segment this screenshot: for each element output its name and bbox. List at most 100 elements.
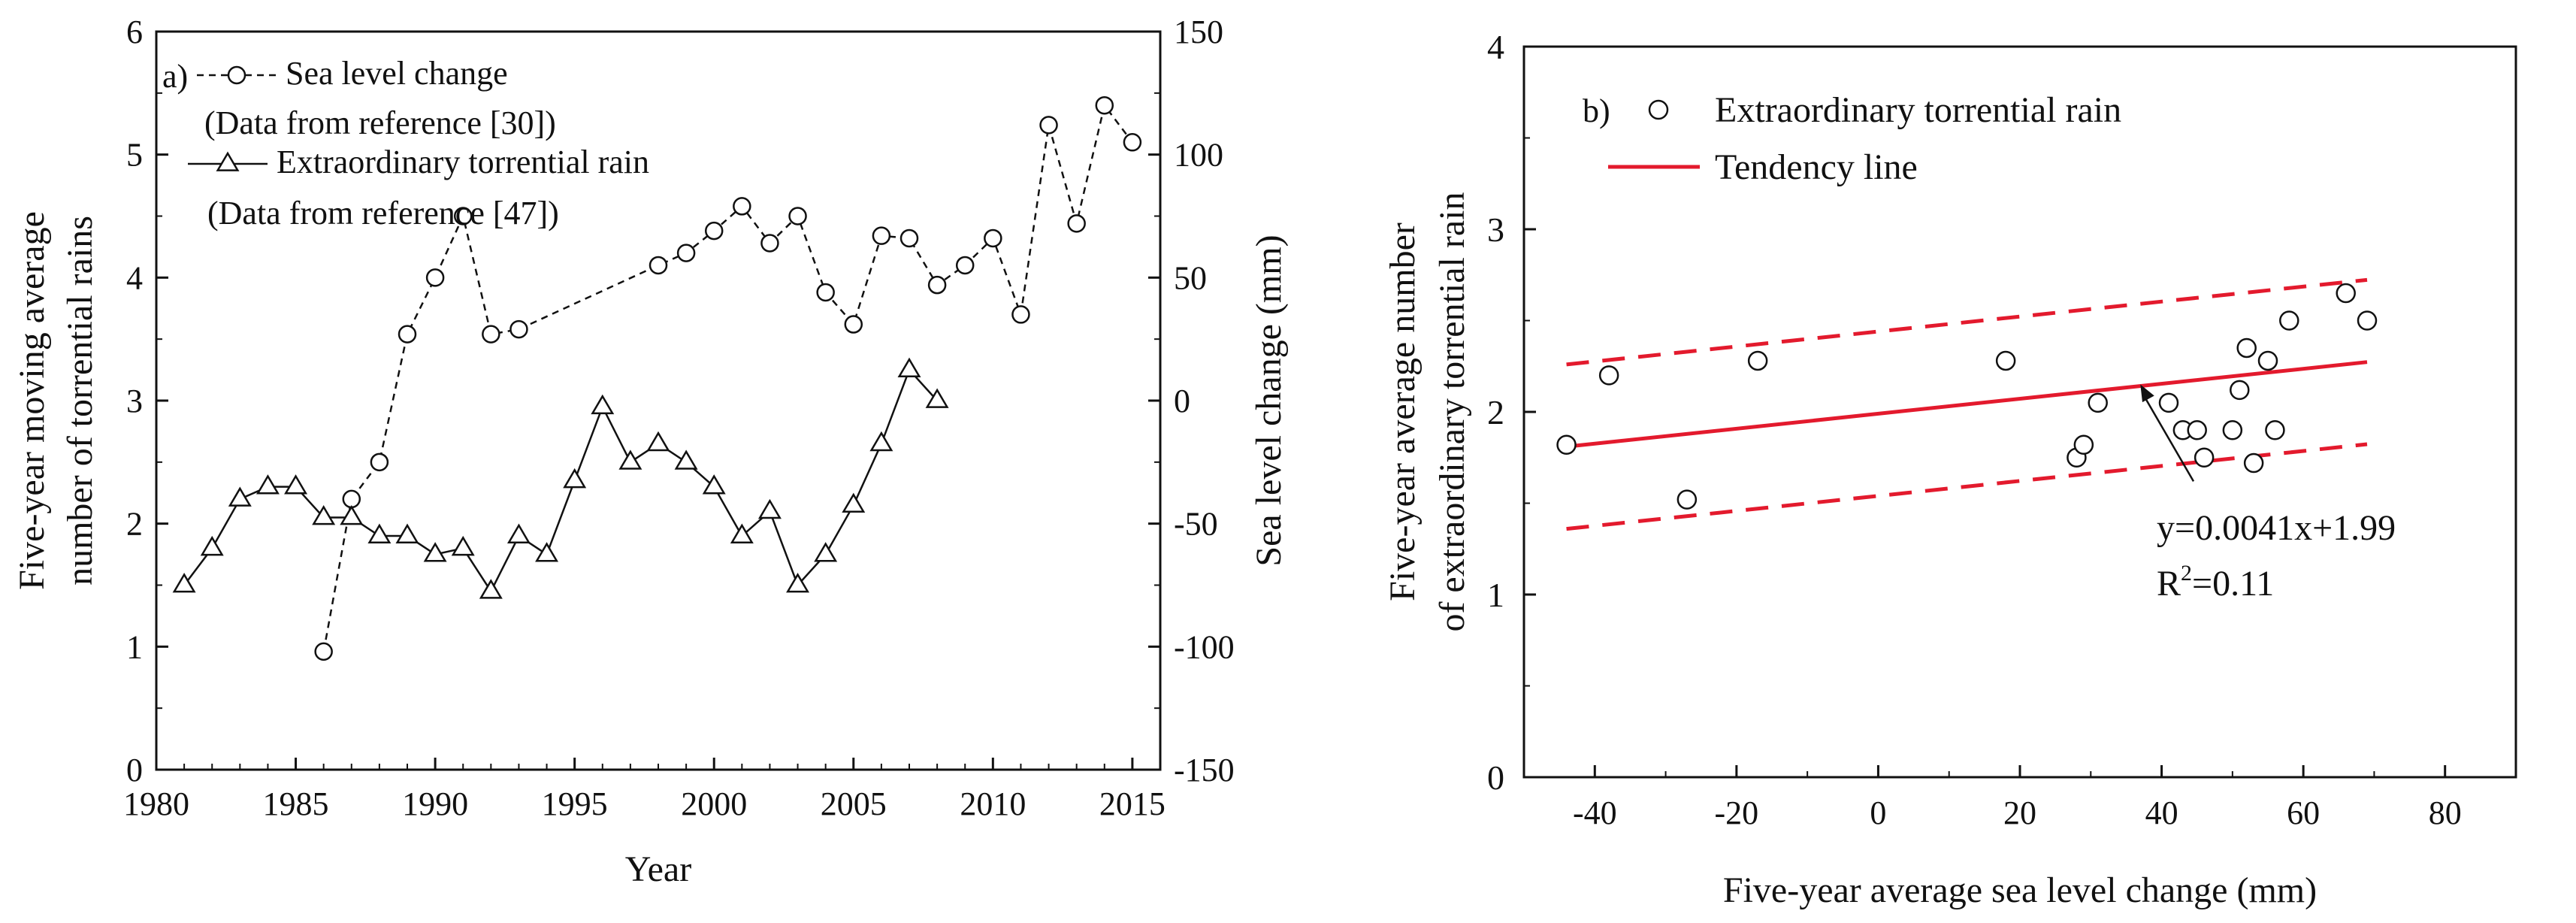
panel-a-plot-frame	[155, 30, 1162, 771]
y-tick-label: 2	[1487, 393, 1504, 431]
scatter-point	[2158, 392, 2179, 413]
sea-level-point	[844, 315, 863, 334]
sea-level-point	[733, 197, 751, 216]
y-tick-label: 0	[1487, 758, 1504, 797]
legend-torrential-rain-note: (Data from reference [47])	[207, 195, 559, 232]
panel-a-x-axis-title: Year	[625, 849, 691, 889]
torrential-rain-point	[814, 542, 838, 562]
y-tick-label: 1	[1487, 576, 1504, 614]
right-y-tick-label: 150	[1174, 14, 1223, 50]
arrow-shaft	[2142, 392, 2195, 482]
x-tick-label: 1995	[542, 785, 608, 822]
regression-r-squared: R2=0.11	[2157, 561, 2274, 604]
torrential-rain-point	[842, 492, 866, 513]
x-tick-label: 2000	[681, 785, 747, 822]
arrow-head	[2140, 384, 2154, 403]
scatter-point	[2243, 452, 2264, 474]
legend-triangle-marker	[216, 151, 240, 171]
scatter-point	[2336, 283, 2356, 304]
panel-a-left-y-axis-title-line2: number of torrential rains	[60, 216, 100, 586]
panel-a-right-y-axis-title: Sea level change (mm)	[1249, 235, 1289, 566]
sea-level-point	[676, 244, 696, 262]
x-tick-label: -40	[1573, 794, 1617, 831]
right-y-tick-label: 50	[1174, 259, 1207, 296]
sea-level-point	[872, 226, 891, 245]
panel-a: 1980 1985 1990 1995 2000 2005 2010 2015 0 1 2 3 4 5 6…	[12, 14, 1289, 889]
x-tick-label: 0	[1870, 794, 1886, 831]
torrential-rain-point	[200, 535, 224, 556]
scatter-point	[2073, 434, 2094, 455]
sea-level-point	[425, 268, 445, 287]
x-tick-label: 20	[2003, 794, 2036, 831]
scatter-points	[1556, 283, 2378, 510]
panel-b-label: b)	[1583, 92, 1610, 129]
r2-prefix: R	[2157, 564, 2181, 604]
legend-sea-level-symbol	[197, 65, 277, 85]
torrential-rain-point	[535, 542, 559, 562]
annotation-arrow	[2140, 384, 2195, 482]
torrential-rain-point	[255, 474, 280, 495]
torrential-rain-line	[183, 368, 939, 594]
torrential-rain-point	[367, 523, 392, 543]
torrential-rain-point	[284, 474, 308, 495]
legend-torrential-rain-symbol	[188, 151, 268, 171]
torrential-rain-point	[172, 573, 196, 593]
scatter-point	[2230, 380, 2250, 401]
panel-a-left-y-axis: 0 1 2 3 4 5 6	[126, 14, 168, 788]
regression-equation: y=0.0041x+1.99	[2157, 508, 2396, 548]
panel-a-x-axis: 1980 1985 1990 1995 2000 2005 2010 2015	[123, 758, 1166, 822]
scatter-point	[2194, 447, 2215, 468]
r2-superscript: 2	[2181, 561, 2192, 586]
left-y-tick-label: 0	[126, 752, 143, 788]
sea-level-point	[314, 642, 333, 661]
torrential-rain-point	[228, 486, 252, 507]
left-y-tick-label: 4	[126, 259, 143, 296]
legend-circle-marker	[1648, 99, 1669, 120]
sea-level-point	[1067, 214, 1086, 233]
upper-bound-line	[1566, 277, 2368, 367]
panel-b-y-axis: 0 1 2 3 4	[1487, 28, 1536, 797]
sea-level-point	[482, 325, 500, 343]
sea-level-point	[788, 207, 807, 225]
scatter-point	[2088, 392, 2108, 413]
right-y-tick-label: 100	[1174, 137, 1223, 174]
scatter-point	[2265, 420, 2285, 440]
scatter-point	[2187, 420, 2207, 440]
x-tick-label: 40	[2145, 794, 2178, 831]
panel-a-left-y-axis-title-line1: Five-year moving average	[12, 211, 52, 590]
torrential-rain-point	[340, 505, 364, 525]
sea-level-point	[899, 228, 919, 248]
torrential-rain-point	[757, 498, 782, 519]
sea-level-point	[816, 283, 835, 302]
x-tick-label: -20	[1715, 794, 1759, 831]
scatter-point	[2357, 310, 2378, 331]
panel-a-label: a)	[162, 58, 188, 95]
panel-b-legend: Extraordinary torrential rain Tendency l…	[1608, 90, 2121, 187]
y-tick-label: 4	[1487, 28, 1504, 66]
scatter-point	[1995, 350, 2016, 371]
lower-bound-line	[1566, 442, 2368, 531]
left-y-tick-label: 3	[126, 383, 143, 419]
scatter-point	[2222, 420, 2243, 440]
scatter-point	[1677, 489, 1698, 510]
sea-level-point	[760, 234, 779, 253]
right-y-tick-label: 0	[1174, 383, 1190, 419]
sea-level-point	[927, 275, 947, 295]
legend-scatter-label: Extraordinary torrential rain	[1715, 90, 2121, 130]
torrential-rain-point	[702, 474, 726, 495]
torrential-rain-point	[730, 523, 754, 543]
legend-sea-level-note: (Data from reference [30])	[204, 104, 556, 141]
legend-tendency-label: Tendency line	[1715, 147, 1918, 187]
right-y-tick-label: -100	[1174, 628, 1235, 665]
torrential-rain-point	[646, 431, 670, 452]
scatter-point	[2257, 350, 2278, 371]
torrential-rain-point	[591, 394, 615, 415]
sea-level-point	[370, 452, 389, 472]
torrential-rain-point	[897, 357, 921, 378]
torrential-rain-point	[423, 542, 447, 562]
panel-b-x-axis-title: Five-year average sea level change (mm)	[1723, 870, 2317, 910]
panel-a-legend: Sea level change (Data from reference [3…	[188, 55, 649, 232]
panel-b-x-axis: -40 -20 0 20 40 60 80	[1573, 765, 2462, 831]
scatter-point	[1556, 434, 1577, 455]
y-tick-label: 3	[1487, 210, 1504, 249]
